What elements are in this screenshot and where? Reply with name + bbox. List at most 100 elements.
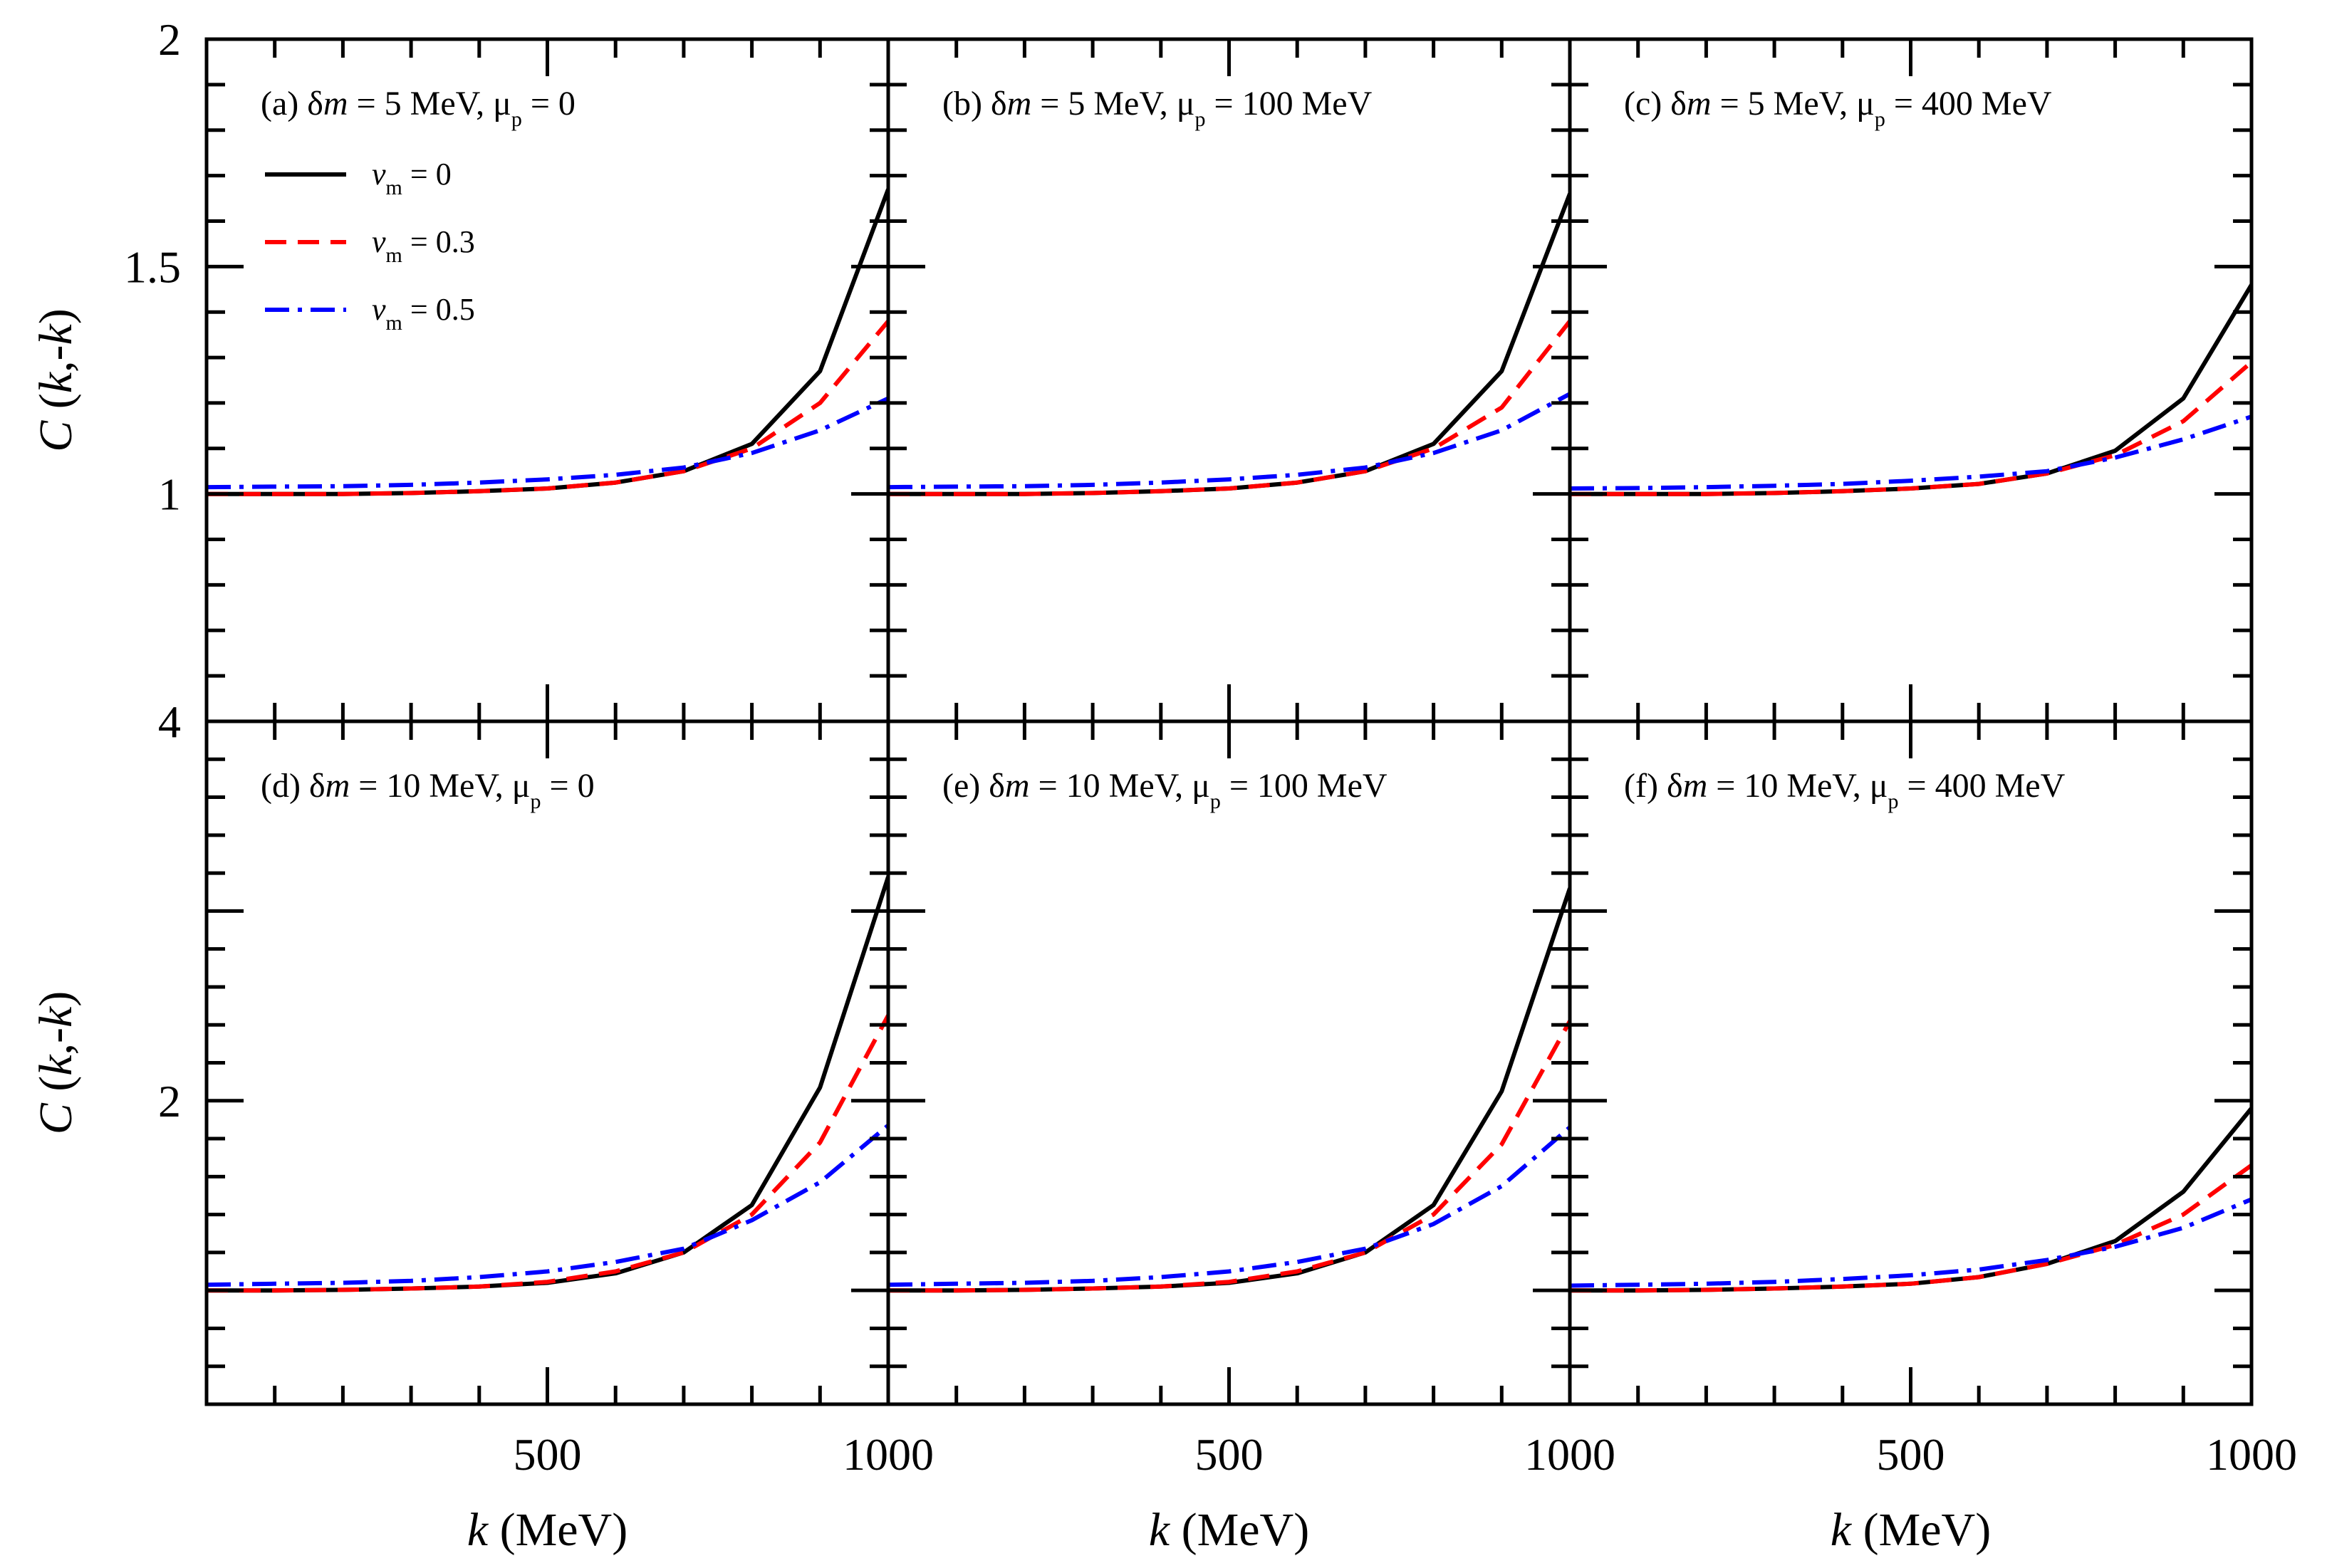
series-line-a-0: [207, 188, 888, 496]
panel-title-part: = 100 MeV: [1206, 85, 1373, 122]
legend-label-2: vm = 0.5: [372, 292, 475, 335]
series-line-a-1: [207, 320, 888, 496]
panel-title-part: m: [1683, 767, 1708, 805]
x-axis-var: k: [1149, 1504, 1171, 1556]
y-axis-title-part: k: [30, 1054, 82, 1076]
panel-title-part: p: [1195, 108, 1206, 131]
panel-title-part: μ: [1856, 85, 1875, 122]
series-line-c-1: [1570, 360, 2251, 496]
panel-title-part: p: [1888, 790, 1899, 813]
panel-title-part: = 0: [522, 85, 576, 122]
panel-f: (f) δm = 10 MeV, μp = 400 MeV: [1568, 719, 2254, 1406]
y-axis-title-part: C: [30, 420, 82, 452]
series-line-d-2: [207, 1124, 888, 1287]
x-axis-title: k (MeV): [1149, 1504, 1309, 1556]
panel-title-d: (d) δm = 10 MeV, μp = 0: [261, 767, 595, 813]
panel-title-part: δ: [307, 85, 323, 122]
y-axis-title-part: (: [30, 1076, 82, 1103]
panel-title-part: (e): [942, 767, 989, 805]
y-axis-title-part: (: [30, 393, 82, 420]
panel-title-part: m: [1687, 85, 1712, 122]
panel-title-part: μ: [1870, 767, 1888, 805]
panel-title-part: m: [1007, 85, 1032, 122]
panel-title-part: = 5 MeV,: [1712, 85, 1857, 122]
panel-title-c: (c) δm = 5 MeV, μp = 400 MeV: [1624, 85, 2052, 131]
series-line-e-0: [888, 887, 1570, 1293]
y-axis-title-part: ): [30, 991, 82, 1007]
panel-title-part: (d): [261, 767, 309, 805]
panel-title-part: = 5 MeV,: [348, 85, 494, 122]
panels-group: (a) δm = 5 MeV, μp = 0vm = 0vm = 0.3vm =…: [204, 37, 2254, 1406]
y-axis-title: C (k,-k): [30, 991, 82, 1135]
panel-title-part: p: [1210, 790, 1221, 813]
legend-sub: m: [386, 311, 402, 335]
panel-title-part: m: [1005, 767, 1030, 805]
y-axis-title-part: k: [30, 323, 82, 345]
series-line-e-1: [888, 1020, 1570, 1293]
panel-title-part: δ: [1667, 767, 1683, 805]
legend-var: v: [372, 224, 386, 259]
x-tick-label: 1000: [2206, 1429, 2297, 1480]
panel-title-part: m: [326, 767, 350, 805]
legend-sub: m: [386, 244, 402, 267]
legend-rest: = 0.3: [402, 224, 475, 259]
series-line-a-2: [207, 396, 888, 490]
panel-title-part: = 400 MeV: [1899, 767, 2066, 805]
panel-title-part: μ: [493, 85, 511, 122]
series-line-d-1: [207, 1014, 888, 1293]
panel-title-part: μ: [1177, 85, 1195, 122]
panel-title-part: = 10 MeV,: [350, 767, 512, 805]
panel-b: (b) δm = 5 MeV, μp = 100 MeV: [886, 37, 1572, 723]
y-axis-title-part: k: [30, 371, 82, 393]
x-tick-label: 1000: [843, 1429, 934, 1480]
legend-rest: = 0.5: [402, 292, 475, 327]
series-line-f-2: [1570, 1197, 2251, 1288]
panel-a: (a) δm = 5 MeV, μp = 0vm = 0vm = 0.3vm =…: [204, 37, 890, 723]
y-axis-title-part: C: [30, 1102, 82, 1134]
y-tick-label: 2: [158, 1076, 181, 1127]
series-line-b-2: [888, 392, 1570, 490]
x-tick-label: 500: [1877, 1429, 1945, 1480]
y-tick-label: 1: [158, 469, 181, 520]
panel-title-part: μ: [1192, 767, 1210, 805]
panel-title-part: = 10 MeV,: [1030, 767, 1192, 805]
x-axis-unit: (MeV): [488, 1504, 628, 1556]
panel-title-part: = 5 MeV,: [1031, 85, 1177, 122]
panel-frame-a: [204, 37, 890, 723]
series-line-e-2: [888, 1125, 1570, 1287]
y-axis-title-part: ): [30, 308, 82, 324]
panel-title-part: μ: [512, 767, 531, 805]
legend-label-1: vm = 0.3: [372, 224, 475, 267]
y-axis-title-part: k: [30, 1005, 82, 1028]
y-axis-title-part: ,-: [30, 1028, 82, 1055]
panel-title-part: = 0: [541, 767, 595, 805]
y-axis-title: C (k,-k): [30, 308, 82, 452]
panel-c: (c) δm = 5 MeV, μp = 400 MeV: [1568, 37, 2254, 723]
panel-e: (e) δm = 10 MeV, μp = 100 MeV: [886, 719, 1572, 1406]
legend-var: v: [372, 292, 386, 327]
panel-title-part: p: [1875, 108, 1885, 131]
panel-frame-b: [886, 37, 1572, 723]
y-tick-label: 2: [158, 14, 181, 65]
panel-title-part: δ: [989, 767, 1005, 805]
x-axis-var: k: [467, 1504, 489, 1556]
panel-title-part: (f): [1624, 767, 1667, 805]
panel-title-f: (f) δm = 10 MeV, μp = 400 MeV: [1624, 767, 2066, 813]
y-axis-title-part: ,-: [30, 345, 82, 372]
panel-title-e: (e) δm = 10 MeV, μp = 100 MeV: [942, 767, 1388, 813]
legend-rest: = 0: [402, 157, 452, 192]
panel-title-part: = 10 MeV,: [1707, 767, 1870, 805]
panel-title-part: (a): [261, 85, 307, 122]
panel-title-part: δ: [991, 85, 1007, 122]
series-line-c-0: [1570, 283, 2251, 496]
panel-frame-c: [1568, 37, 2254, 723]
x-axis-title: k (MeV): [1831, 1504, 1991, 1556]
legend-sub: m: [386, 176, 402, 199]
legend-label-0: vm = 0: [372, 157, 452, 199]
panel-title-b: (b) δm = 5 MeV, μp = 100 MeV: [942, 85, 1373, 131]
series-line-f-1: [1570, 1163, 2251, 1293]
panel-title-part: (c): [1624, 85, 1670, 122]
legend-var: v: [372, 157, 386, 192]
panel-title-part: = 100 MeV: [1221, 767, 1388, 805]
